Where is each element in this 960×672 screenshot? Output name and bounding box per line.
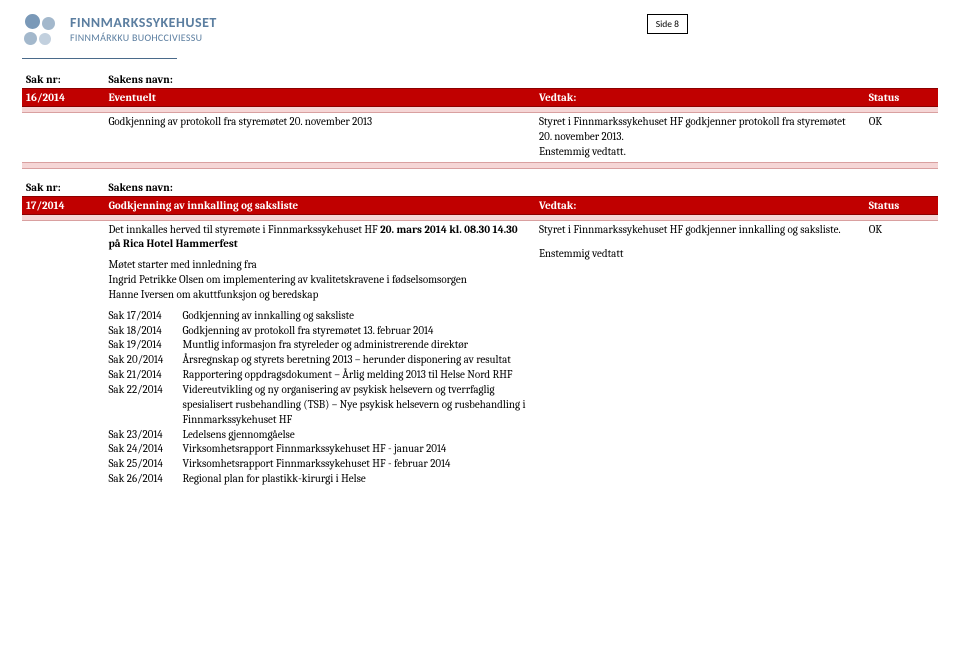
label-status: Status (865, 196, 938, 214)
case-left-content: Det innkalles herved til styremøte i Fin… (104, 220, 535, 489)
agenda-item-text: Rapportering oppdragsdokument – Årlig me… (182, 368, 531, 383)
agenda-item-code: Sak 24/2014 (108, 442, 182, 457)
document-body: Sak nr: Sakens navn: 16/2014 Eventuelt V… (0, 71, 960, 489)
agenda-item-text: Regional plan for plastikk-kirurgi i Hel… (182, 472, 531, 487)
section-16-2014: Sak nr: Sakens navn: 16/2014 Eventuelt V… (22, 71, 938, 169)
page-number-box: Side 8 (647, 14, 688, 34)
case-decision: Styret i Finnmarkssykehuset HF godkjenne… (535, 113, 865, 163)
agenda-item-text: Videreutvikling og ny organisering av ps… (182, 383, 531, 428)
case-id: 16/2014 (22, 89, 104, 107)
org-subname: FINNMÁRKKU BUOHCCIVIESSU (70, 31, 217, 44)
logo-text: FINNMARKSSYKEHUSET FINNMÁRKKU BUOHCCIVIE… (70, 14, 217, 44)
agenda-item-code: Sak 17/2014 (108, 309, 182, 324)
agenda-item-code: Sak 22/2014 (108, 383, 182, 428)
label-vedtak: Vedtak: (535, 196, 865, 214)
meeting-intro: Møtet starter med innledning fra Ingrid … (108, 258, 531, 303)
header-underline (22, 58, 177, 59)
page-header: FINNMARKSSYKEHUSET FINNMÁRKKU BUOHCCIVIE… (0, 0, 960, 58)
org-name: FINNMARKSSYKEHUSET (70, 14, 217, 31)
agenda-item-code: Sak 19/2014 (108, 338, 182, 353)
agenda-item-text: Ledelsens gjennomgåelse (182, 428, 531, 443)
agenda-item-text: Godkjenning av protokoll fra styremøtet … (182, 324, 531, 339)
agenda-item: Sak 24/2014Virksomhetsrapport Finnmarkss… (108, 442, 531, 457)
section-title-bar: 17/2014 Godkjenning av innkalling og sak… (22, 196, 938, 214)
agenda-item: Sak 25/2014Virksomhetsrapport Finnmarkss… (108, 457, 531, 472)
agenda-item: Sak 20/2014Årsregnskap og styrets beretn… (108, 353, 531, 368)
agenda-item-code: Sak 20/2014 (108, 353, 182, 368)
case-status: OK (865, 220, 938, 489)
agenda-item-code: Sak 21/2014 (108, 368, 182, 383)
agenda-item-text: Virksomhetsrapport Finnmarkssykehuset HF… (182, 457, 531, 472)
agenda-list: Sak 17/2014Godkjenning av innkalling og … (108, 309, 531, 487)
label-sakensnavn: Sakens navn: (104, 71, 535, 89)
case-decision: Styret i Finnmarkssykehuset HF godkjenne… (535, 220, 865, 489)
logo-icon (22, 14, 62, 54)
agenda-item-text: Årsregnskap og styrets beretning 2013 – … (182, 353, 531, 368)
section-header-labels: Sak nr: Sakens navn: (22, 179, 938, 197)
intro-paragraph: Det innkalles herved til styremøte i Fin… (108, 223, 531, 253)
label-sakensnavn: Sakens navn: (104, 179, 535, 197)
agenda-item: Sak 19/2014Muntlig informasjon fra styre… (108, 338, 531, 353)
agenda-item: Sak 17/2014Godkjenning av innkalling og … (108, 309, 531, 324)
case-left-text: Godkjenning av protokoll fra styremøtet … (104, 113, 535, 163)
label-saknr: Sak nr: (22, 71, 104, 89)
section-title-bar: 16/2014 Eventuelt Vedtak: Status (22, 89, 938, 107)
case-title: Eventuelt (104, 89, 535, 107)
agenda-item: Sak 26/2014Regional plan for plastikk-ki… (108, 472, 531, 487)
agenda-item-code: Sak 18/2014 (108, 324, 182, 339)
table-row: Det innkalles herved til styremøte i Fin… (22, 220, 938, 489)
agenda-item-code: Sak 26/2014 (108, 472, 182, 487)
table-row: Godkjenning av protokoll fra styremøtet … (22, 113, 938, 163)
agenda-item-text: Virksomhetsrapport Finnmarkssykehuset HF… (182, 442, 531, 457)
label-saknr: Sak nr: (22, 179, 104, 197)
section-header-labels: Sak nr: Sakens navn: (22, 71, 938, 89)
agenda-item: Sak 22/2014Videreutvikling og ny organis… (108, 383, 531, 428)
agenda-item: Sak 23/2014Ledelsens gjennomgåelse (108, 428, 531, 443)
agenda-item-code: Sak 25/2014 (108, 457, 182, 472)
section-17-2014: Sak nr: Sakens navn: 17/2014 Godkjenning… (22, 179, 938, 489)
stripe (22, 162, 938, 168)
agenda-item-text: Godkjenning av innkalling og saksliste (182, 309, 531, 324)
agenda-item-code: Sak 23/2014 (108, 428, 182, 443)
case-title: Godkjenning av innkalling og saksliste (104, 196, 535, 214)
agenda-item: Sak 21/2014Rapportering oppdragsdokument… (108, 368, 531, 383)
case-status: OK (865, 113, 938, 163)
label-status: Status (865, 89, 938, 107)
agenda-item-text: Muntlig informasjon fra styreleder og ad… (182, 338, 531, 353)
case-id: 17/2014 (22, 196, 104, 214)
agenda-item: Sak 18/2014Godkjenning av protokoll fra … (108, 324, 531, 339)
label-vedtak: Vedtak: (535, 89, 865, 107)
